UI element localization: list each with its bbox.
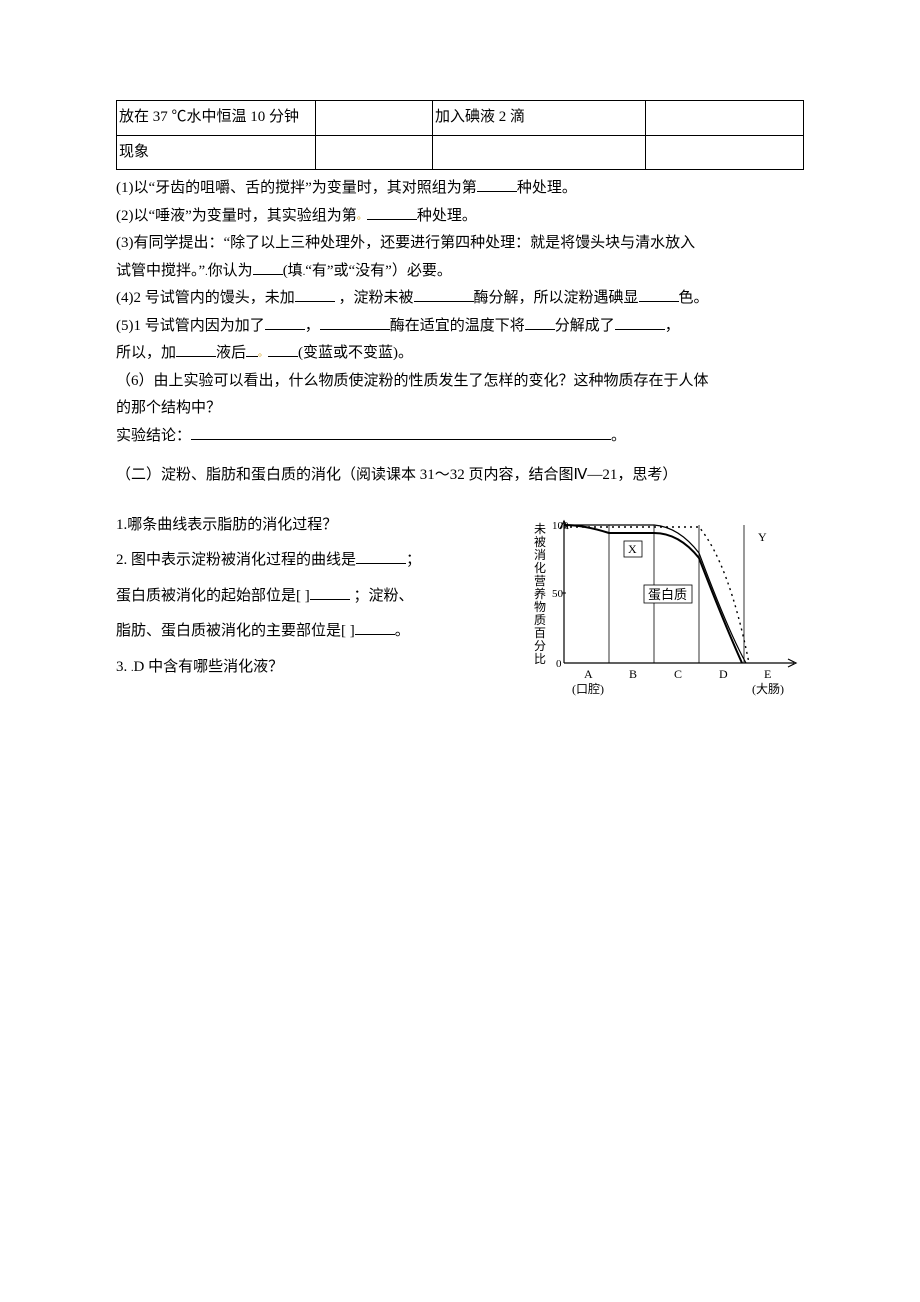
chart-annot-y: Y: [758, 530, 767, 544]
question-2: (2)以“唾液”为变量时，其实验组为第。 种处理。: [116, 204, 804, 230]
xtick-c: C: [674, 667, 682, 681]
q4b: ，淀粉未被: [335, 290, 414, 306]
cell-r2c2: [316, 135, 433, 170]
xtick-e: E: [764, 667, 771, 681]
question-4: (4)2 号试管内的馒头，未加 ，淀粉未被 酶分解，所以淀粉遇碘显 色。: [116, 286, 804, 312]
cell-r2c4: [645, 135, 803, 170]
xsub-left: (口腔): [572, 681, 604, 696]
chart-annot-x: X: [628, 542, 637, 556]
q5-blank1: [265, 314, 305, 330]
q1-pre: (1)以“牙齿的咀嚼、舌的搅拌”为变量时，其对照组为第: [116, 180, 477, 196]
q3-blank: [253, 259, 283, 275]
q5-blank4: [615, 314, 665, 330]
q5a: (5)1 号试管内因为加了: [116, 318, 265, 334]
s2-question-2-line2: 蛋白质被消化的起始部位是[ ] ；淀粉、: [116, 584, 514, 610]
s2q2-blank3: [355, 619, 395, 635]
q5-blank2: [320, 314, 390, 330]
s2q2b: ；: [406, 552, 421, 568]
s2q2a: 2. 图中表示淀粉被消化过程的曲线是: [116, 552, 356, 568]
question-3-line2: 试管中搅拌。”.你认为(填.“有”或“没有”）必要。: [116, 259, 804, 285]
q2-blank: [367, 204, 417, 220]
s2q3b: D 中含有哪些消化液？: [134, 659, 284, 675]
s2-question-2-line1: 2. 图中表示淀粉被消化过程的曲线是 ；: [116, 548, 514, 574]
q4a: (4)2 号试管内的馒头，未加: [116, 290, 295, 306]
cell-r2c3: [433, 135, 646, 170]
q5l2a: 所以，加: [116, 345, 176, 361]
s2q2-blank1: [356, 548, 406, 564]
q5-blank3: [525, 314, 555, 330]
ytick-0: 0: [556, 658, 562, 670]
conclusion-label: 实验结论：: [116, 428, 191, 444]
inline-dot-icon: 。: [258, 348, 268, 359]
q4d: 色。: [679, 290, 709, 306]
q4c: 酶分解，所以淀粉遇碘显: [474, 290, 639, 306]
q3-l2c: (填: [283, 263, 303, 279]
s2q2l2b: ；淀粉、: [350, 588, 414, 604]
q2-post: 种处理。: [417, 208, 477, 224]
experiment-table: 放在 37 ℃水中恒温 10 分钟 加入碘液 2 滴 现象: [116, 100, 804, 170]
s2q2-blank2: [310, 584, 350, 600]
section-2-title: （二）淀粉、脂肪和蛋白质的消化（阅读课本 31～32 页内容，结合图Ⅳ—21，思…: [116, 463, 804, 489]
cell-r1c2: [316, 101, 433, 136]
q5-blank5: [176, 341, 216, 357]
q4-blank3: [639, 286, 679, 302]
q5e: ，: [665, 318, 680, 334]
cell-r1c3: 加入碘液 2 滴: [433, 101, 646, 136]
q3-l2a: 试管中搅拌。”: [116, 263, 205, 279]
q6l1: （6）由上实验可以看出，什么物质使淀粉的性质发生了怎样的变化？这种物质存在于人体: [116, 373, 709, 389]
q5l2c: (变蓝或不变蓝)。: [298, 345, 413, 361]
question-5-line1: (5)1 号试管内因为加了 ， 酶在适宜的温度下将 分解成了 ，: [116, 314, 804, 340]
s2-question-1: 1.哪条曲线表示脂肪的消化过程？: [116, 513, 514, 539]
q6l2: 的那个结构中？: [116, 400, 221, 416]
conclusion-end: 。: [611, 428, 626, 444]
conclusion-line: 实验结论： 。: [116, 424, 804, 450]
q5-blank6: [268, 341, 298, 357]
q3-l1: (3)有同学提出：“除了以上三种处理外，还要进行第四种处理：就是将馒头块与清水放…: [116, 235, 695, 251]
cell-r1c1: 放在 37 ℃水中恒温 10 分钟: [117, 101, 316, 136]
q4-blank1: [295, 286, 335, 302]
conclusion-blank: [191, 424, 611, 440]
q1-blank: [477, 176, 517, 192]
xtick-b: B: [629, 667, 637, 681]
inline-dot-icon: 。: [357, 211, 367, 222]
question-1: (1)以“牙齿的咀嚼、舌的搅拌”为变量时，其对照组为第 种处理。: [116, 176, 804, 202]
s2-question-2-line3: 脂肪、蛋白质被消化的主要部位是[ ] 。: [116, 619, 514, 645]
s2-question-3: 3. .D 中含有哪些消化液？: [116, 655, 514, 681]
s2q2l2a: 蛋白质被消化的起始部位是[ ]: [116, 588, 310, 604]
q5b: ，: [305, 318, 320, 334]
q1-post: 种处理。: [517, 180, 577, 196]
question-5-line2: 所以，加 液后 。 (变蓝或不变蓝)。: [116, 341, 804, 367]
xtick-d: D: [719, 667, 728, 681]
s2q2l3b: 。: [395, 623, 410, 639]
cell-r2c1: 现象: [117, 135, 316, 170]
q5d: 分解成了: [555, 318, 615, 334]
chart-y-label: 未 被 消 化 营 养 物 质 百 分 比: [534, 522, 549, 666]
s2q2l3a: 脂肪、蛋白质被消化的主要部位是[ ]: [116, 623, 355, 639]
chart-annot-protein: 蛋白质: [648, 587, 687, 602]
xtick-a: A: [584, 667, 593, 681]
q3-l2d: “有”或“没有”）必要。: [305, 263, 452, 279]
ytick-50: 50: [552, 588, 564, 600]
s2q3a: 3.: [116, 659, 131, 675]
q5c: 酶在适宜的温度下将: [390, 318, 525, 334]
q4-blank2: [414, 286, 474, 302]
digestion-chart: 未 被 消 化 营 养 物 质 百 分 比: [524, 503, 804, 703]
question-6-line2: 的那个结构中？: [116, 396, 804, 422]
q5l2b: 液后: [216, 345, 246, 361]
q2-pre: (2)以“唾液”为变量时，其实验组为第: [116, 208, 357, 224]
cell-r1c4: [645, 101, 803, 136]
question-3-line1: (3)有同学提出：“除了以上三种处理外，还要进行第四种处理：就是将馒头块与清水放…: [116, 231, 804, 257]
question-6-line1: （6）由上实验可以看出，什么物质使淀粉的性质发生了怎样的变化？这种物质存在于人体: [116, 369, 804, 395]
xsub-right: (大肠): [752, 682, 784, 696]
q5-dot-blank: [246, 341, 258, 357]
q3-l2b: 你认为: [208, 263, 253, 279]
